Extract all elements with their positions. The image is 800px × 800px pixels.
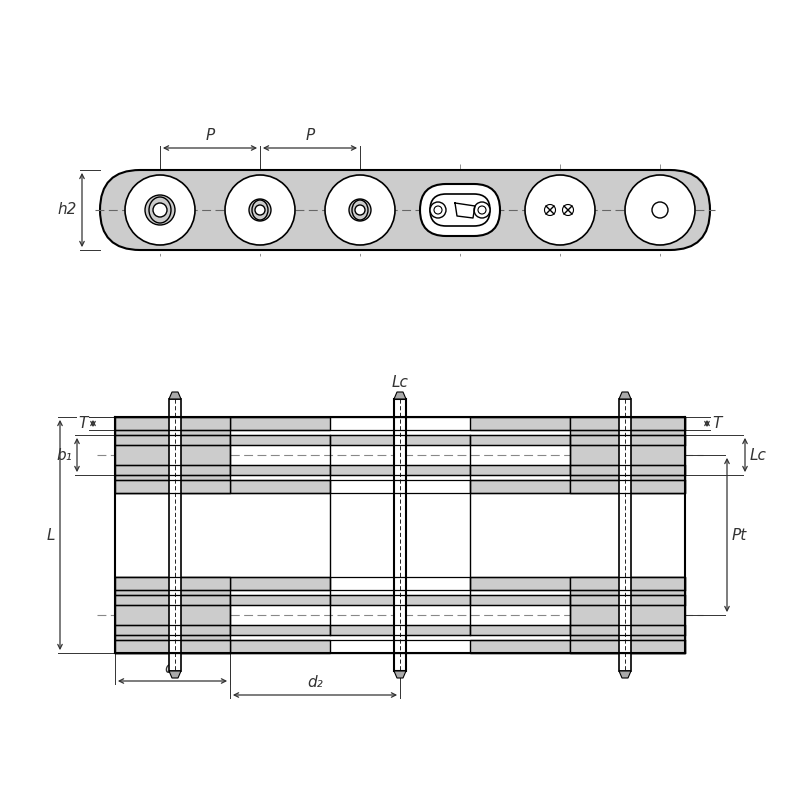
Text: L: L [46, 527, 55, 542]
Bar [330, 465, 470, 475]
Text: d₂: d₂ [307, 675, 323, 690]
Circle shape [255, 205, 265, 215]
Bar [570, 577, 685, 590]
Circle shape [225, 175, 295, 245]
Bar [394, 399, 406, 671]
Bar [470, 577, 570, 590]
Bar [230, 465, 330, 475]
Circle shape [325, 175, 395, 245]
Circle shape [355, 205, 365, 215]
Circle shape [430, 202, 446, 218]
Text: d₁: d₁ [165, 661, 180, 676]
FancyBboxPatch shape [420, 184, 500, 236]
Bar [230, 417, 330, 430]
Bar [115, 625, 230, 635]
Bar [570, 465, 685, 475]
Text: P: P [206, 128, 214, 143]
Circle shape [125, 175, 195, 245]
Text: b₁: b₁ [56, 447, 72, 462]
Bar [230, 640, 330, 653]
Polygon shape [169, 392, 181, 399]
Circle shape [349, 199, 371, 221]
Bar [115, 417, 230, 493]
Bar [570, 577, 685, 653]
Circle shape [625, 175, 695, 245]
Bar [115, 595, 230, 605]
Bar [570, 595, 685, 605]
Text: Lc: Lc [391, 375, 409, 390]
Bar [230, 480, 330, 493]
Circle shape [525, 175, 595, 245]
Bar [570, 417, 685, 430]
Polygon shape [619, 671, 631, 678]
Text: Lc: Lc [750, 447, 767, 462]
Circle shape [153, 203, 167, 217]
Text: T: T [78, 416, 88, 431]
FancyBboxPatch shape [100, 170, 710, 250]
Polygon shape [394, 671, 406, 678]
Bar [570, 625, 685, 635]
Bar [115, 577, 230, 590]
Bar [470, 417, 570, 430]
Bar [330, 435, 470, 445]
Bar [115, 465, 230, 475]
Bar [230, 595, 330, 605]
Text: T: T [712, 416, 722, 431]
Polygon shape [619, 392, 631, 399]
Text: P: P [306, 128, 314, 143]
Polygon shape [169, 671, 181, 678]
Circle shape [474, 202, 490, 218]
Bar [570, 435, 685, 445]
Bar [115, 577, 230, 653]
Bar [470, 435, 570, 445]
Text: Pt: Pt [732, 527, 747, 542]
Bar [570, 480, 685, 493]
Bar [470, 625, 570, 635]
Bar [115, 480, 230, 493]
Bar [115, 640, 230, 653]
Bar [330, 625, 470, 635]
Circle shape [145, 195, 175, 225]
Bar [115, 435, 230, 445]
Bar [169, 399, 181, 671]
Bar [570, 640, 685, 653]
Bar [470, 595, 570, 605]
Text: h2: h2 [58, 202, 77, 218]
Bar [230, 435, 330, 445]
Bar [470, 465, 570, 475]
Bar [470, 480, 570, 493]
Bar [470, 640, 570, 653]
Polygon shape [394, 392, 406, 399]
Bar [230, 625, 330, 635]
Bar [619, 399, 631, 671]
Bar [115, 417, 230, 430]
Circle shape [249, 199, 271, 221]
Bar [570, 417, 685, 493]
Bar [230, 577, 330, 590]
Bar [330, 595, 470, 605]
